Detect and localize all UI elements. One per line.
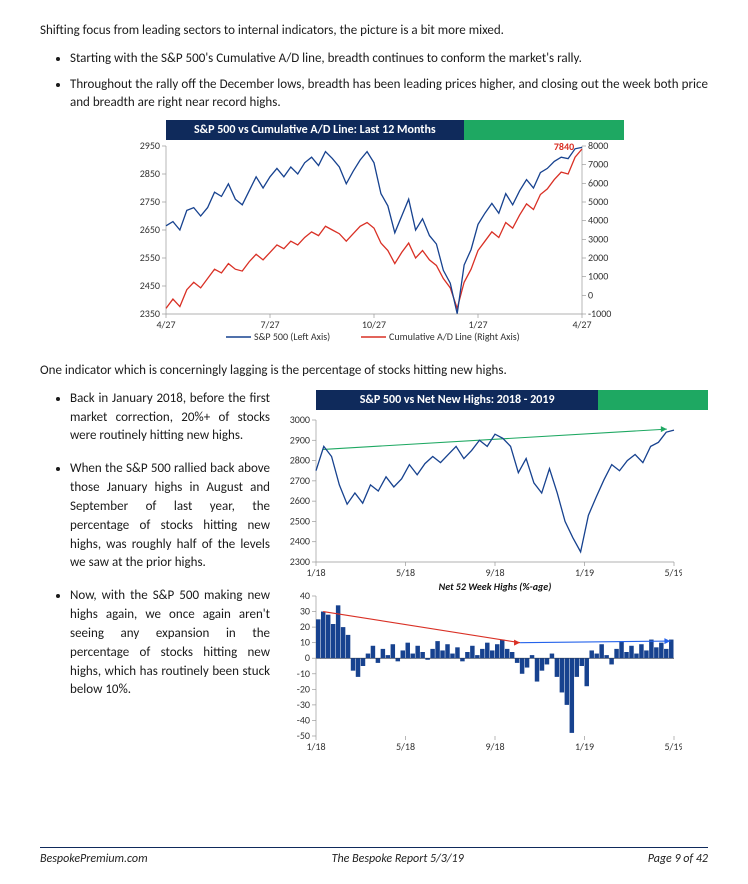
svg-text:4/27: 4/27: [156, 318, 175, 331]
svg-text:40: 40: [300, 589, 310, 602]
chart-title: S&P 500 vs Cumulative A/D Line: Last 12 …: [166, 120, 464, 140]
svg-text:2650: 2650: [140, 223, 160, 236]
svg-text:10/27: 10/27: [362, 318, 386, 331]
svg-text:-10: -10: [297, 666, 310, 679]
svg-text:-30: -30: [297, 698, 310, 711]
svg-text:-40: -40: [297, 713, 310, 726]
chart-ad-line-svg: 2350245025502650275028502950-10000100020…: [124, 140, 624, 350]
page-footer: BespokePremium.com The Bespoke Report 5/…: [40, 847, 708, 866]
svg-text:1/19: 1/19: [575, 566, 594, 579]
svg-text:-20: -20: [297, 682, 310, 695]
svg-text:S&P 500 (Left Axis): S&P 500 (Left Axis): [254, 330, 330, 343]
footer-right: Page 9 of 42: [648, 852, 708, 866]
svg-text:2500: 2500: [290, 514, 310, 527]
svg-text:2750: 2750: [140, 195, 160, 208]
svg-text:2900: 2900: [290, 433, 310, 446]
right-charts: S&P 500 vs Net New Highs: 2018 - 2019 23…: [282, 390, 708, 758]
svg-text:Cumulative A/D Line (Right Axi: Cumulative A/D Line (Right Axis): [389, 330, 520, 343]
svg-text:0: 0: [305, 651, 310, 664]
footer-left: BespokePremium.com: [40, 852, 148, 866]
svg-text:2000: 2000: [588, 251, 608, 264]
svg-text:1/18: 1/18: [306, 740, 325, 753]
svg-text:10: 10: [300, 635, 310, 648]
bullet: Starting with the S&P 500's Cumulative A…: [70, 50, 708, 68]
svg-text:2700: 2700: [290, 474, 310, 487]
bullet: When the S&P 500 rallied back above thos…: [70, 460, 270, 573]
svg-text:4/27: 4/27: [572, 318, 591, 331]
svg-text:2850: 2850: [140, 167, 160, 180]
svg-text:2550: 2550: [140, 251, 160, 264]
svg-text:7840: 7840: [554, 140, 574, 153]
svg-text:6000: 6000: [588, 176, 608, 189]
chart-net52-svg: Net 52 Week Highs (%-age)-50-40-30-20-10…: [282, 580, 682, 758]
svg-text:Net 52 Week Highs (%-age): Net 52 Week Highs (%-age): [439, 580, 552, 593]
chart-title: S&P 500 vs Net New Highs: 2018 - 2019: [316, 390, 598, 410]
svg-text:5/18: 5/18: [396, 566, 415, 579]
svg-text:20: 20: [300, 620, 310, 633]
svg-text:4000: 4000: [588, 214, 608, 227]
chart-sp-net-highs-svg: 230024002500260027002800290030001/185/18…: [282, 410, 682, 580]
svg-text:1000: 1000: [588, 270, 608, 283]
bullet: Now, with the S&P 500 making new highs a…: [70, 587, 270, 700]
footer-center: The Bespoke Report 5/3/19: [332, 852, 464, 866]
chart-ad-line: S&P 500 vs Cumulative A/D Line: Last 12 …: [124, 120, 624, 350]
top-bullets: Starting with the S&P 500's Cumulative A…: [40, 50, 708, 113]
svg-text:0: 0: [588, 288, 593, 301]
svg-text:2400: 2400: [290, 534, 310, 547]
mid-text: One indicator which is concerningly lagg…: [40, 362, 708, 380]
svg-text:7000: 7000: [588, 158, 608, 171]
bullet: Back in January 2018, before the first m…: [70, 390, 270, 447]
svg-text:3000: 3000: [290, 413, 310, 426]
svg-text:2800: 2800: [290, 453, 310, 466]
svg-text:1/19: 1/19: [575, 740, 594, 753]
svg-text:8000: 8000: [588, 140, 608, 152]
svg-text:30: 30: [300, 604, 310, 617]
left-bullets: Back in January 2018, before the first m…: [40, 390, 270, 701]
intro-text: Shifting focus from leading sectors to i…: [40, 22, 708, 40]
svg-text:2950: 2950: [140, 140, 160, 152]
svg-text:5/19: 5/19: [664, 740, 682, 753]
svg-text:5/19: 5/19: [664, 566, 682, 579]
svg-text:2600: 2600: [290, 494, 310, 507]
svg-text:9/18: 9/18: [485, 740, 504, 753]
svg-text:3000: 3000: [588, 232, 608, 245]
svg-text:9/18: 9/18: [485, 566, 504, 579]
svg-text:1/18: 1/18: [306, 566, 325, 579]
bullet: Throughout the rally off the December lo…: [70, 76, 708, 112]
svg-text:5/18: 5/18: [396, 740, 415, 753]
svg-text:5000: 5000: [588, 195, 608, 208]
svg-text:2450: 2450: [140, 279, 160, 292]
